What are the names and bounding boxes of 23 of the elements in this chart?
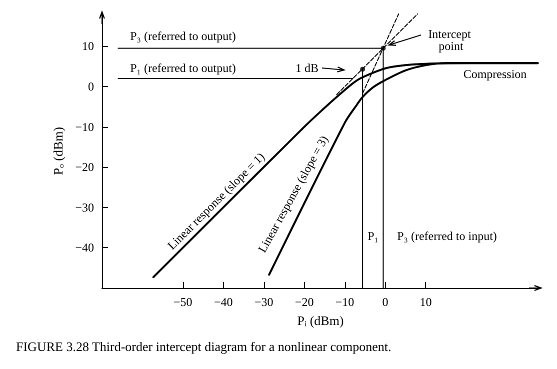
y-tick-label: 10: [82, 39, 94, 54]
x-tick-label: −30: [254, 295, 274, 309]
y-tick-label: 0: [88, 80, 94, 94]
annotation: Compression: [463, 67, 527, 81]
y-tick-label: −40: [75, 240, 94, 255]
annotation: P₃ (referred to output): [130, 29, 236, 43]
x-tick-label: −20: [294, 295, 314, 309]
y-axis-title: Pₒ (dBm): [50, 126, 66, 176]
x-tick-label: 10: [420, 295, 432, 309]
annotation: P₁: [368, 229, 378, 243]
y-tick-label: −10: [75, 120, 94, 134]
x-tick-label: −50: [174, 295, 192, 309]
x-tick-label: 0: [382, 295, 388, 309]
annotation: P₁ (referred to output): [130, 61, 236, 75]
annotation: 1 dB: [295, 61, 319, 75]
x-axis-title: Pᵢ (dBm): [297, 313, 344, 328]
y-tick-label: −20: [75, 160, 94, 174]
caption: FIGURE 3.28 Third-order intercept diagram for a nonlinear component.: [16, 339, 392, 354]
x-tick-label: −40: [214, 295, 233, 309]
annotation: P₃ (referred to input): [397, 229, 497, 243]
x-tick-label: −10: [335, 295, 354, 309]
y-tick-label: −30: [75, 200, 94, 214]
annotation: Intercept point: [428, 27, 474, 53]
